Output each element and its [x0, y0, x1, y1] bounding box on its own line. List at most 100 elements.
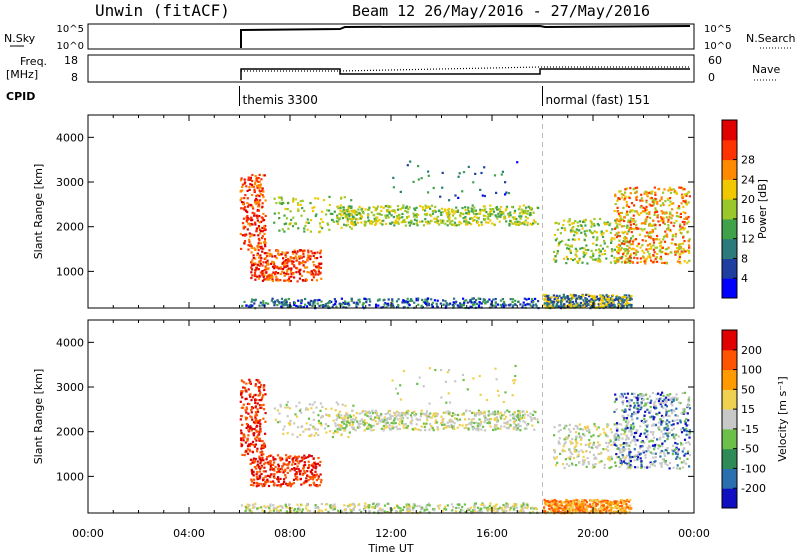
echo-cell [673, 191, 676, 194]
echo-cell [266, 276, 269, 279]
echo-cell [587, 295, 591, 298]
echo-cell [672, 188, 675, 191]
echo-cell [309, 484, 312, 487]
echo-cell [580, 437, 583, 440]
echo-cell [669, 191, 673, 194]
echo-cell [453, 422, 456, 425]
echo-cell [307, 455, 310, 459]
echo-cell [672, 224, 675, 227]
echo-cell [464, 218, 467, 221]
echo-cell [243, 454, 246, 457]
echo-cell [386, 214, 389, 217]
echo-cell [549, 499, 552, 502]
echo-cell [550, 305, 553, 308]
echo-cell [567, 304, 570, 307]
echo-cell [271, 297, 274, 300]
echo-cell [473, 209, 476, 212]
echo-cell [344, 209, 347, 212]
echo-cell [522, 221, 525, 224]
echo-cell [419, 205, 422, 208]
echo-cell [442, 299, 445, 302]
echo-cell [325, 431, 328, 434]
echo-cell [261, 217, 264, 220]
echo-cell [367, 423, 371, 426]
echo-cell [626, 210, 629, 213]
echo-cell [308, 428, 311, 431]
echo-cell [684, 200, 687, 203]
echo-cell [480, 420, 483, 423]
echo-cell [281, 228, 284, 231]
echo-cell [250, 216, 253, 219]
echo-cell [616, 298, 619, 301]
echo-cell [526, 224, 529, 227]
echo-cell [648, 203, 651, 206]
echo-cell [283, 230, 286, 233]
echo-cell [599, 502, 602, 505]
echo-cell [450, 423, 453, 426]
echo-cell [240, 437, 243, 440]
echo-cell [383, 421, 386, 424]
echo-cell [513, 422, 516, 425]
echo-cell [581, 227, 584, 230]
echo-cell [683, 260, 686, 263]
echo-cell [365, 298, 368, 301]
echo-cell [652, 219, 655, 222]
echo-cell [656, 234, 659, 238]
echo-cell [255, 214, 258, 217]
echo-cell [623, 216, 626, 219]
echo-cell [251, 470, 254, 473]
echo-cell [285, 259, 288, 262]
echo-cell [432, 186, 435, 190]
echo-cell [617, 219, 620, 223]
echo-cell [579, 247, 582, 250]
echo-cell [477, 409, 480, 412]
echo-cell [582, 255, 585, 258]
echo-cell [343, 223, 346, 226]
echo-cell [295, 415, 299, 418]
echo-cell [261, 304, 264, 307]
echo-cell [284, 207, 287, 211]
echo-cell [293, 250, 296, 254]
echo-cell [296, 503, 299, 506]
echo-cell [610, 302, 613, 305]
echo-cell [471, 303, 474, 307]
echo-cell [248, 244, 251, 247]
echo-cell [687, 240, 691, 243]
echo-cell [598, 461, 601, 464]
echo-cell [585, 304, 588, 307]
echo-cell [598, 258, 601, 261]
echo-cell [577, 501, 580, 505]
echo-cell [572, 225, 575, 229]
echo-cell [257, 421, 260, 424]
echo-cell [340, 508, 343, 512]
nsky-label: N.Sky [4, 32, 36, 45]
echo-cell [255, 467, 258, 470]
echo-cell [278, 302, 281, 305]
echo-cell [682, 205, 685, 208]
echo-cell [341, 418, 344, 421]
echo-cell [623, 299, 626, 302]
echo-cell [300, 510, 304, 513]
echo-cell [624, 510, 628, 513]
echo-cell [596, 222, 599, 226]
echo-cell [264, 214, 267, 218]
echo-cell [399, 207, 402, 211]
echo-cell [547, 501, 550, 504]
echo-cell [518, 412, 521, 415]
echo-cell [626, 232, 629, 235]
echo-cell [250, 416, 253, 419]
echo-cell [288, 280, 291, 283]
echo-cell [260, 447, 263, 450]
echo-cell [412, 222, 415, 225]
echo-cell [243, 182, 246, 185]
echo-cell [263, 408, 266, 411]
echo-cell [256, 186, 259, 189]
echo-cell [656, 252, 659, 255]
echo-cell [420, 425, 423, 428]
echo-cell [244, 194, 247, 197]
echo-cell [576, 260, 579, 263]
echo-cell [382, 219, 385, 222]
echo-cell [506, 423, 509, 426]
echo-cell [406, 302, 409, 305]
echo-cell [314, 197, 317, 200]
